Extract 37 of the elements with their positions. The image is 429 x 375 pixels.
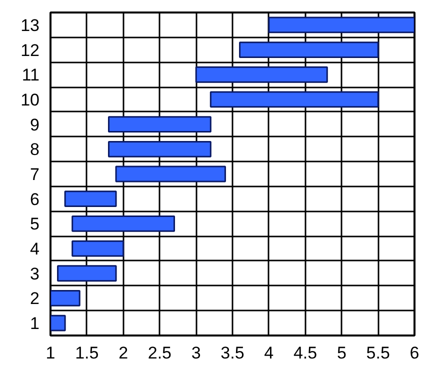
y-tick-label: 6 [30,190,40,209]
bar [50,290,80,306]
y-tick-label: 13 [20,16,40,35]
y-tick-label: 2 [30,289,40,308]
y-tick-label: 7 [30,165,40,184]
x-tick-label: 2 [118,344,128,362]
x-tick-label: 1 [46,344,56,362]
bar [195,66,328,83]
x-tick-label: 3.5 [220,344,244,362]
x-tick-label: 5.5 [366,344,390,362]
x-tick-label: 4.5 [293,344,318,362]
y-tick-label: 1 [30,314,40,334]
bar [72,215,176,232]
x-tick-label: 4 [264,344,274,362]
y-tick-label: 5 [30,214,40,234]
bar [64,190,117,208]
y-tick-label: 4 [30,240,40,259]
y-tick-label: 9 [30,115,40,134]
bar [50,314,66,332]
x-tick-label: 2.5 [148,344,172,362]
bar [239,42,379,58]
y-tick-label: 8 [30,140,40,160]
y-tick-label: 3 [30,264,40,284]
x-tick-label: 5 [336,344,346,362]
bar [72,240,124,257]
y-tick-label: 10 [20,90,40,110]
bar [108,140,212,158]
bar [57,265,117,282]
bar [115,166,226,182]
x-tick-label: 3 [191,344,201,362]
y-tick-label: 12 [20,40,40,60]
x-tick-label: 1.5 [75,344,99,362]
bar [108,116,212,133]
x-tick-label: 6 [410,344,420,362]
bar [268,16,414,34]
y-tick-label: 11 [22,66,40,85]
bar [210,91,379,108]
